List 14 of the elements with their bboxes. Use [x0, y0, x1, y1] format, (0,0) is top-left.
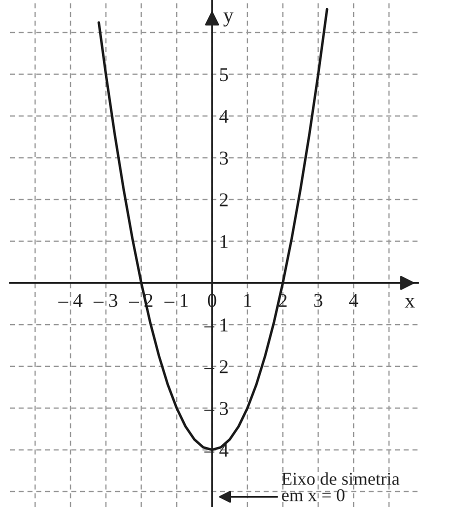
x-tick-label: 4 — [349, 294, 358, 307]
x-tick-label: 3 — [314, 294, 322, 308]
annotation: Eixo de simetria em x = 0 — [282, 472, 400, 502]
y-tick-label: 4 — [219, 110, 228, 123]
x-tick-label: 1 — [244, 294, 252, 307]
x-tick-label: – 1 — [164, 294, 188, 307]
x-tick-label: – 3 — [94, 294, 118, 308]
y-axis-title: y — [223, 12, 234, 26]
y-tick-label: 5 — [220, 68, 228, 82]
x-axis-title: x — [404, 298, 415, 308]
x-tick-label: – 4 — [58, 294, 82, 307]
y-tick-label: 2 — [220, 193, 228, 206]
y-tick-label: 3 — [220, 152, 228, 165]
y-tick-label: 1 — [220, 235, 228, 248]
